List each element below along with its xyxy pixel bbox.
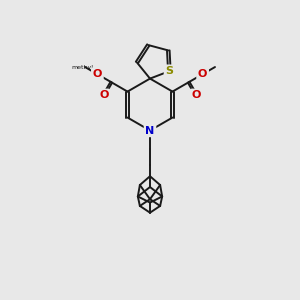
Text: O: O [198,69,207,79]
Text: O: O [99,90,109,100]
Text: S: S [165,66,173,76]
Text: O: O [191,90,201,100]
Text: methyl: methyl [71,64,93,70]
Text: O: O [93,69,102,79]
Text: N: N [146,125,154,136]
